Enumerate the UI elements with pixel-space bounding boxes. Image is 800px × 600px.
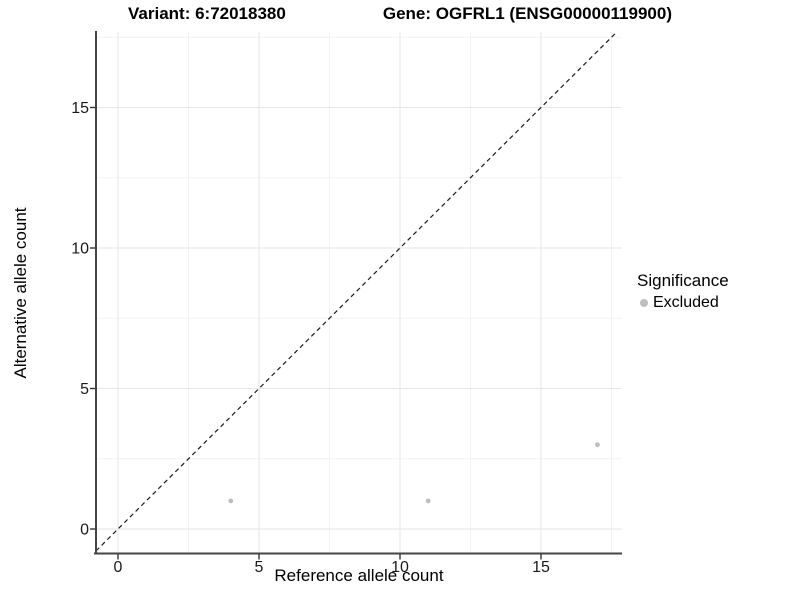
legend-item-excluded: Excluded bbox=[637, 294, 729, 312]
x-tick-label: 5 bbox=[255, 559, 264, 576]
gene-title: Gene: OGFRL1 (ENSG00000119900) bbox=[382, 4, 672, 23]
plot-title-row: Variant: 6:72018380 Gene: OGFRL1 (ENSG00… bbox=[0, 4, 800, 24]
y-tick-label: 10 bbox=[71, 241, 89, 258]
legend: Significance Excluded bbox=[637, 271, 729, 312]
legend-title: Significance bbox=[637, 271, 729, 290]
data-point bbox=[595, 442, 600, 448]
x-tick-label: 10 bbox=[391, 559, 409, 576]
x-axis-title: Reference allele count bbox=[274, 566, 444, 585]
y-tick-label: 5 bbox=[80, 381, 89, 398]
x-tick-label: 15 bbox=[532, 559, 550, 576]
x-tick-label: 0 bbox=[114, 559, 123, 576]
y-axis-title: Alternative allele count bbox=[11, 207, 30, 379]
data-point bbox=[228, 498, 234, 504]
y-tick-label: 15 bbox=[71, 100, 89, 117]
y-tick-label: 0 bbox=[80, 522, 89, 539]
identity-reference-line bbox=[95, 31, 618, 552]
variant-title: Variant: 6:72018380 bbox=[128, 4, 286, 23]
excluded-point-icon bbox=[640, 299, 648, 307]
data-point bbox=[425, 498, 431, 504]
legend-item-label: Excluded bbox=[653, 294, 719, 311]
